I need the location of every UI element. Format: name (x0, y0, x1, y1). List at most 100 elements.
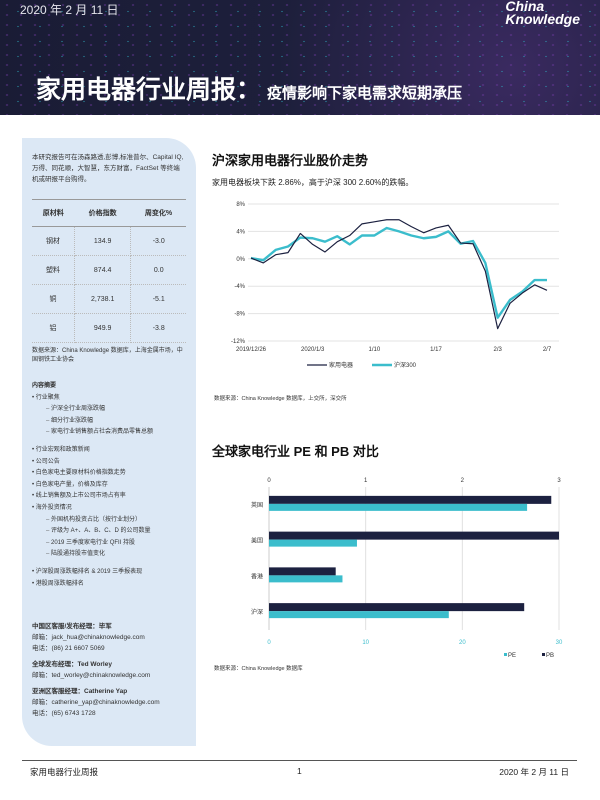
raw-material-table: 原材料 价格指数 周变化% 钢材 134.9 -3.0 塑料 874.4 0.0 铜 2,738.… (32, 199, 186, 343)
y-tick-label: -8% (234, 312, 245, 318)
table-row: 钢材 134.9 -3.0 (32, 226, 186, 256)
chart1-subtitle: 家用电器板块下跌 2.86%，高于沪深 300 2.60%的跌幅。 (212, 178, 414, 187)
table-cell: 0.0 (130, 255, 186, 285)
page-number: 1 (297, 766, 302, 776)
contact-line: 电话：(65) 6743 1728 (32, 710, 96, 717)
chart1-section: 沪深家用电器行业股价走势 家用电器板块下跌 2.86%，高于沪深 300 2.6… (212, 150, 413, 188)
series-line-appliance (250, 219, 548, 330)
y-tick-label: 0% (236, 257, 245, 263)
x-tick-label: 2/7 (543, 347, 552, 353)
bottom-axis-label: 0 (267, 640, 271, 646)
table-cell: -3.8 (130, 313, 186, 343)
contact-line: 邮箱：jack_hua@chinaknowledge.com (32, 634, 145, 641)
table-cell: 949.9 (74, 313, 132, 343)
table-cell: 铝 (32, 313, 75, 343)
top-axis-label: 2 (461, 478, 465, 484)
toc-item: 沪深全行业周涨跌幅 (32, 404, 186, 416)
table-of-contents: 内容摘要 行业聚焦沪深全行业周涨跌幅细分行业涨跌幅家电行业销售额占社会消费品零售… (32, 381, 186, 590)
report-title: 家用电器行业周报： 疫情影响下家电需求短期承压 (36, 76, 463, 104)
category-label: 美国 (251, 537, 263, 545)
chart2-source: 数据来源：China Knowledge 数据库 (214, 666, 303, 672)
header-background-pattern (0, 0, 600, 115)
footer-date: 2020 年 2 月 11 日 (499, 767, 569, 777)
category-label: 沪深 (251, 608, 263, 616)
toc-item: 海外投资情况 (32, 503, 186, 515)
china-knowledge-logo: China Knowledge (505, 0, 580, 27)
series-line-hs300 (250, 226, 547, 319)
table-header: 原材料 (32, 199, 75, 227)
chart2-section: 全球家电行业 PE 和 PB 对比 (212, 441, 379, 460)
footer-title: 家用电器行业周报 (30, 767, 99, 777)
y-tick-label: 4% (236, 229, 245, 235)
contact-title: 中国区客服/发布经理：毕军 (32, 623, 112, 630)
table-header: 周变化% (130, 199, 186, 227)
y-tick-label: 8% (236, 202, 245, 208)
legend-label: 沪深300 (394, 361, 417, 369)
toc-item: 沪深股周涨跌幅排名 & 2019 三季报表现 (32, 567, 186, 579)
table-cell: 塑料 (32, 255, 75, 285)
pe-bar (269, 539, 357, 547)
contact-line: 邮箱：catherine_yap@chinaknowledge.com (32, 699, 160, 706)
legend-label: PE (508, 653, 516, 659)
contact-title: 全球发布经理：Ted Worley (32, 661, 112, 668)
toc-item: 2019 三季度家电行业 QFII 持股 (32, 538, 186, 550)
y-tick-label: -4% (234, 284, 245, 290)
chart1-title: 沪深家用电器行业股价走势 (212, 153, 369, 168)
pb-bar (269, 603, 525, 612)
toc-item: 细分行业涨跌幅 (32, 416, 186, 428)
x-tick-label: 1/17 (430, 347, 442, 353)
table-cell: -3.0 (130, 226, 186, 256)
toc-item: 白色家电产量，价格及库存 (32, 480, 186, 492)
x-tick-label: 2019/12/26 (236, 347, 267, 353)
bottom-axis-label: 10 (362, 640, 369, 646)
toc-item: 外国机构投资占比（按行业划分） (32, 515, 186, 527)
line-chart: 8% 4% 0% -4% -8% -12% 2019/12/26 2020/1/3 1/10 1/… (231, 202, 559, 369)
toc-item: 港股周涨跌幅排名 (32, 579, 186, 591)
category-label: 英国 (251, 501, 263, 509)
table-cell: 874.4 (74, 255, 132, 285)
pb-bar (269, 495, 552, 504)
legend-label: PB (546, 653, 554, 659)
contacts: 中国区客服/发布经理：毕军邮箱：jack_hua@chinaknowledge.… (32, 616, 160, 719)
table-row: 铜 2,738.1 -5.1 (32, 284, 186, 314)
report-header: 2020 年 2 月 11 日 China Knowledge 家用电器行业周报：… (0, 0, 600, 115)
x-tick-label: 1/10 (368, 347, 380, 353)
y-tick-label: -12% (231, 339, 246, 345)
pb-bar (269, 531, 559, 540)
chart2-title: 全球家电行业 PE 和 PB 对比 (212, 444, 379, 459)
legend-label: 家用电器 (329, 361, 353, 369)
legend-swatch (542, 653, 545, 656)
toc-item: 线上销售额及上市公司市场占有率 (32, 491, 186, 503)
table-row: 铝 949.9 -3.8 (32, 313, 186, 343)
toc-item: 行业聚焦 (32, 393, 186, 405)
table-row: 塑料 874.4 0.0 (32, 255, 186, 285)
x-tick-label: 2/3 (493, 347, 502, 353)
pe-bar (269, 611, 449, 619)
table-source: 数据来源：China Knowledge 数据库，上海金属市场，中国钢铁工业协会 (32, 348, 183, 363)
contact-line: 电话：(86) 21 6607 5069 (32, 645, 105, 652)
toc-item: 陆股通持股市值变化 (32, 549, 186, 561)
top-axis-label: 0 (267, 478, 271, 484)
table-cell: 铜 (32, 284, 75, 314)
report-subtitle: 疫情影响下家电需求短期承压 (267, 85, 463, 102)
toc-item: 公司公告 (32, 457, 186, 469)
toc-item: 行业宏观和政策新闻 (32, 445, 186, 457)
toc-item: 家电行业销售额占社会消费品零售总额 (32, 427, 186, 439)
top-axis-label: 1 (364, 478, 368, 484)
category-label: 香港 (251, 572, 263, 580)
pb-bar (269, 567, 336, 576)
table-cell: 2,738.1 (74, 284, 132, 314)
sidebar: 本研究报告可在汤森路透,彭博,标准普尔、Capital IQ,万得、同花顺，大智… (22, 138, 196, 746)
table-cell: 134.9 (74, 226, 132, 256)
table-header: 价格指数 (74, 199, 131, 227)
sidebar-intro: 本研究报告可在汤森路透,彭博,标准普尔、Capital IQ,万得、同花顺，大智… (32, 154, 184, 183)
toc-title: 内容摘要 (32, 383, 57, 389)
bottom-axis-label: 20 (459, 640, 466, 646)
bottom-axis-label: 30 (556, 640, 563, 646)
pe-bar (269, 503, 528, 511)
toc-item: 白色家电主要原材料价格指数走势 (32, 468, 186, 480)
contact-line: 邮箱：ted_worley@chinaknowledge.com (32, 672, 151, 679)
table-cell: 钢材 (32, 226, 75, 256)
contact-title: 亚洲区客服经理：Catherine Yap (32, 688, 128, 695)
